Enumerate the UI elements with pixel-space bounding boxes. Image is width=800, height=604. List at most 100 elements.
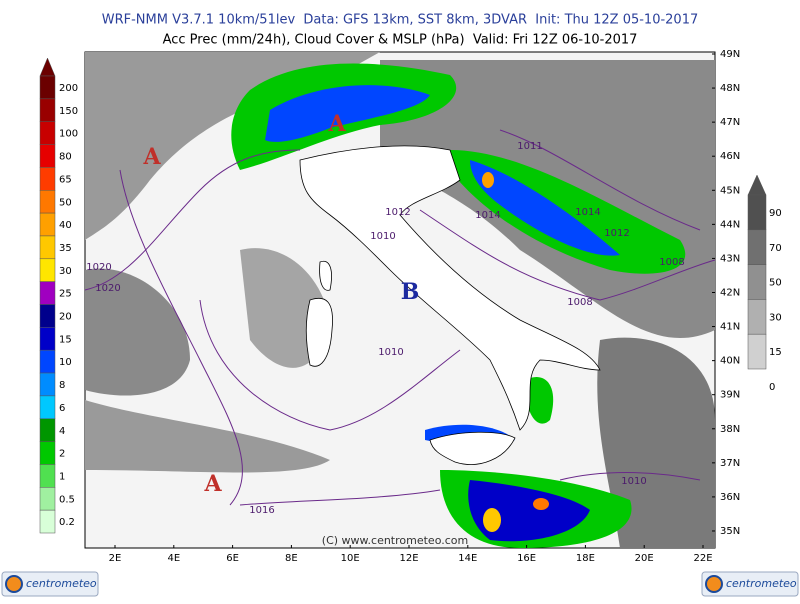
header-line1: WRF-NMM V3.7.1 10km/51lev Data: GFS 13km… (102, 13, 699, 28)
precip-core (533, 498, 549, 510)
precip-swatch (39, 509, 56, 534)
precip-legend-label: 200 (59, 83, 78, 94)
precip-swatch (39, 75, 56, 100)
cloud-area (85, 52, 380, 240)
logo-icon (705, 575, 723, 593)
precip-swatch (39, 304, 56, 328)
italy-outline (299, 145, 601, 431)
lat-tick-label: 46N (720, 151, 740, 162)
precip-area (265, 85, 430, 142)
precip-legend-label: 25 (59, 289, 72, 300)
precip-core (483, 508, 501, 532)
precip-swatch (39, 372, 56, 397)
precip-legend-label: 35 (59, 243, 72, 254)
lat-tick-label: 44N (720, 219, 740, 230)
isobar-label: 1010 (621, 476, 646, 487)
sicily-outline (429, 431, 516, 465)
precip-swatch (39, 327, 56, 351)
precip-legend-label: 80 (59, 152, 72, 163)
map (84, 51, 716, 549)
cloud-legend-label: 30 (769, 312, 782, 323)
precip-legend-label: 15 (59, 334, 72, 345)
isobar-label: 1014 (575, 207, 600, 218)
lat-tick-label: 42N (720, 287, 740, 298)
lat-tick-label: 36N (720, 492, 740, 503)
logo-text: centrometeo (26, 577, 97, 590)
pressure-center: A (142, 144, 161, 170)
logo-text: centrometeo (726, 577, 797, 590)
corsica-outline (319, 260, 332, 291)
lat-tick-label: 38N (720, 424, 740, 435)
precip-swatch (39, 349, 56, 374)
cloud-legend-label: 15 (769, 347, 782, 358)
precip-legend-label: 8 (59, 380, 65, 391)
precip-legend-label: 0.2 (59, 517, 75, 528)
lat-tick-label: 39N (720, 390, 740, 401)
precip-legend-label: 0.5 (59, 494, 75, 505)
precip-swatch (39, 190, 56, 214)
isobar-label: 1012 (604, 228, 629, 239)
precip-legend-label: 2 (59, 449, 65, 460)
pressure-center: A (203, 471, 222, 497)
cloud-swatch (747, 194, 767, 231)
cloud-swatch (747, 299, 767, 335)
lon-tick-label: 6E (226, 553, 239, 564)
cloud-swatch (747, 264, 767, 300)
watermark: (C) www.centrometeo.com (322, 534, 468, 547)
cloud-swatch (747, 333, 767, 370)
precip-swatch (39, 212, 56, 237)
isobar-lines (84, 129, 716, 506)
precip-core (482, 172, 494, 188)
isobar-label: 1020 (95, 283, 120, 294)
labels-layer: 49N 48N 47N 46N 45N 44N 43N 42N 41N 40N 39N 38N 37N 3… (1, 49, 799, 597)
precip-legend-label: 50 (59, 197, 72, 208)
precip-bar-arrow (39, 57, 56, 77)
lon-tick-label: 20E (635, 553, 654, 564)
lon-tick-label: 16E (517, 553, 536, 564)
precip-swatch (39, 167, 56, 191)
precip-swatch (39, 258, 56, 282)
lat-tick-label: 37N (720, 458, 740, 469)
lat-tick-label: 41N (720, 322, 740, 333)
cloud-swatch (747, 229, 767, 265)
precip-legend-label: 150 (59, 106, 78, 117)
precip-swatch (39, 121, 56, 145)
cloud-bar-arrow (747, 174, 767, 196)
precip-area (470, 160, 620, 256)
precip-swatch (39, 418, 56, 442)
isobar-label: 1016 (249, 505, 274, 516)
isobar-label: 1010 (370, 231, 395, 242)
lon-tick-label: 4E (167, 553, 180, 564)
header-line2: Acc Prec (mm/24h), Cloud Cover & MSLP (h… (163, 33, 638, 48)
precip-legend-label: 100 (59, 129, 78, 140)
cloud-area (597, 337, 715, 548)
cloud-legend-label: 90 (769, 208, 782, 219)
precip-area (525, 376, 554, 424)
precip-legend-label: 40 (59, 220, 72, 231)
isobar-label: 1014 (475, 210, 500, 221)
cloud-area (85, 400, 330, 473)
precip-legend-label: 30 (59, 266, 72, 277)
lat-tick-label: 48N (720, 83, 740, 94)
precip-legend-label: 1 (59, 471, 65, 482)
precip-swatch (39, 98, 56, 122)
isobar-label: 1008 (659, 257, 684, 268)
cloud-area (85, 268, 190, 396)
isobar-label: 1010 (378, 347, 403, 358)
lat-tick-label: 40N (720, 356, 740, 367)
pressure-center: B (401, 279, 420, 305)
cloud-legend-label: 0 (769, 382, 775, 393)
lon-tick-label: 10E (341, 553, 360, 564)
precip-legend-label: 4 (59, 426, 65, 437)
logo-icon (5, 575, 23, 593)
cloud-legend-label: 70 (769, 243, 782, 254)
precip-swatch (39, 281, 56, 305)
lon-tick-label: 2E (109, 553, 122, 564)
precip-swatch (39, 395, 56, 419)
lat-tick-label: 35N (720, 526, 740, 537)
logo-box (1, 571, 99, 597)
lon-tick-label: 14E (458, 553, 477, 564)
lat-tick-label: 47N (720, 117, 740, 128)
isobar-label: 1008 (567, 297, 592, 308)
